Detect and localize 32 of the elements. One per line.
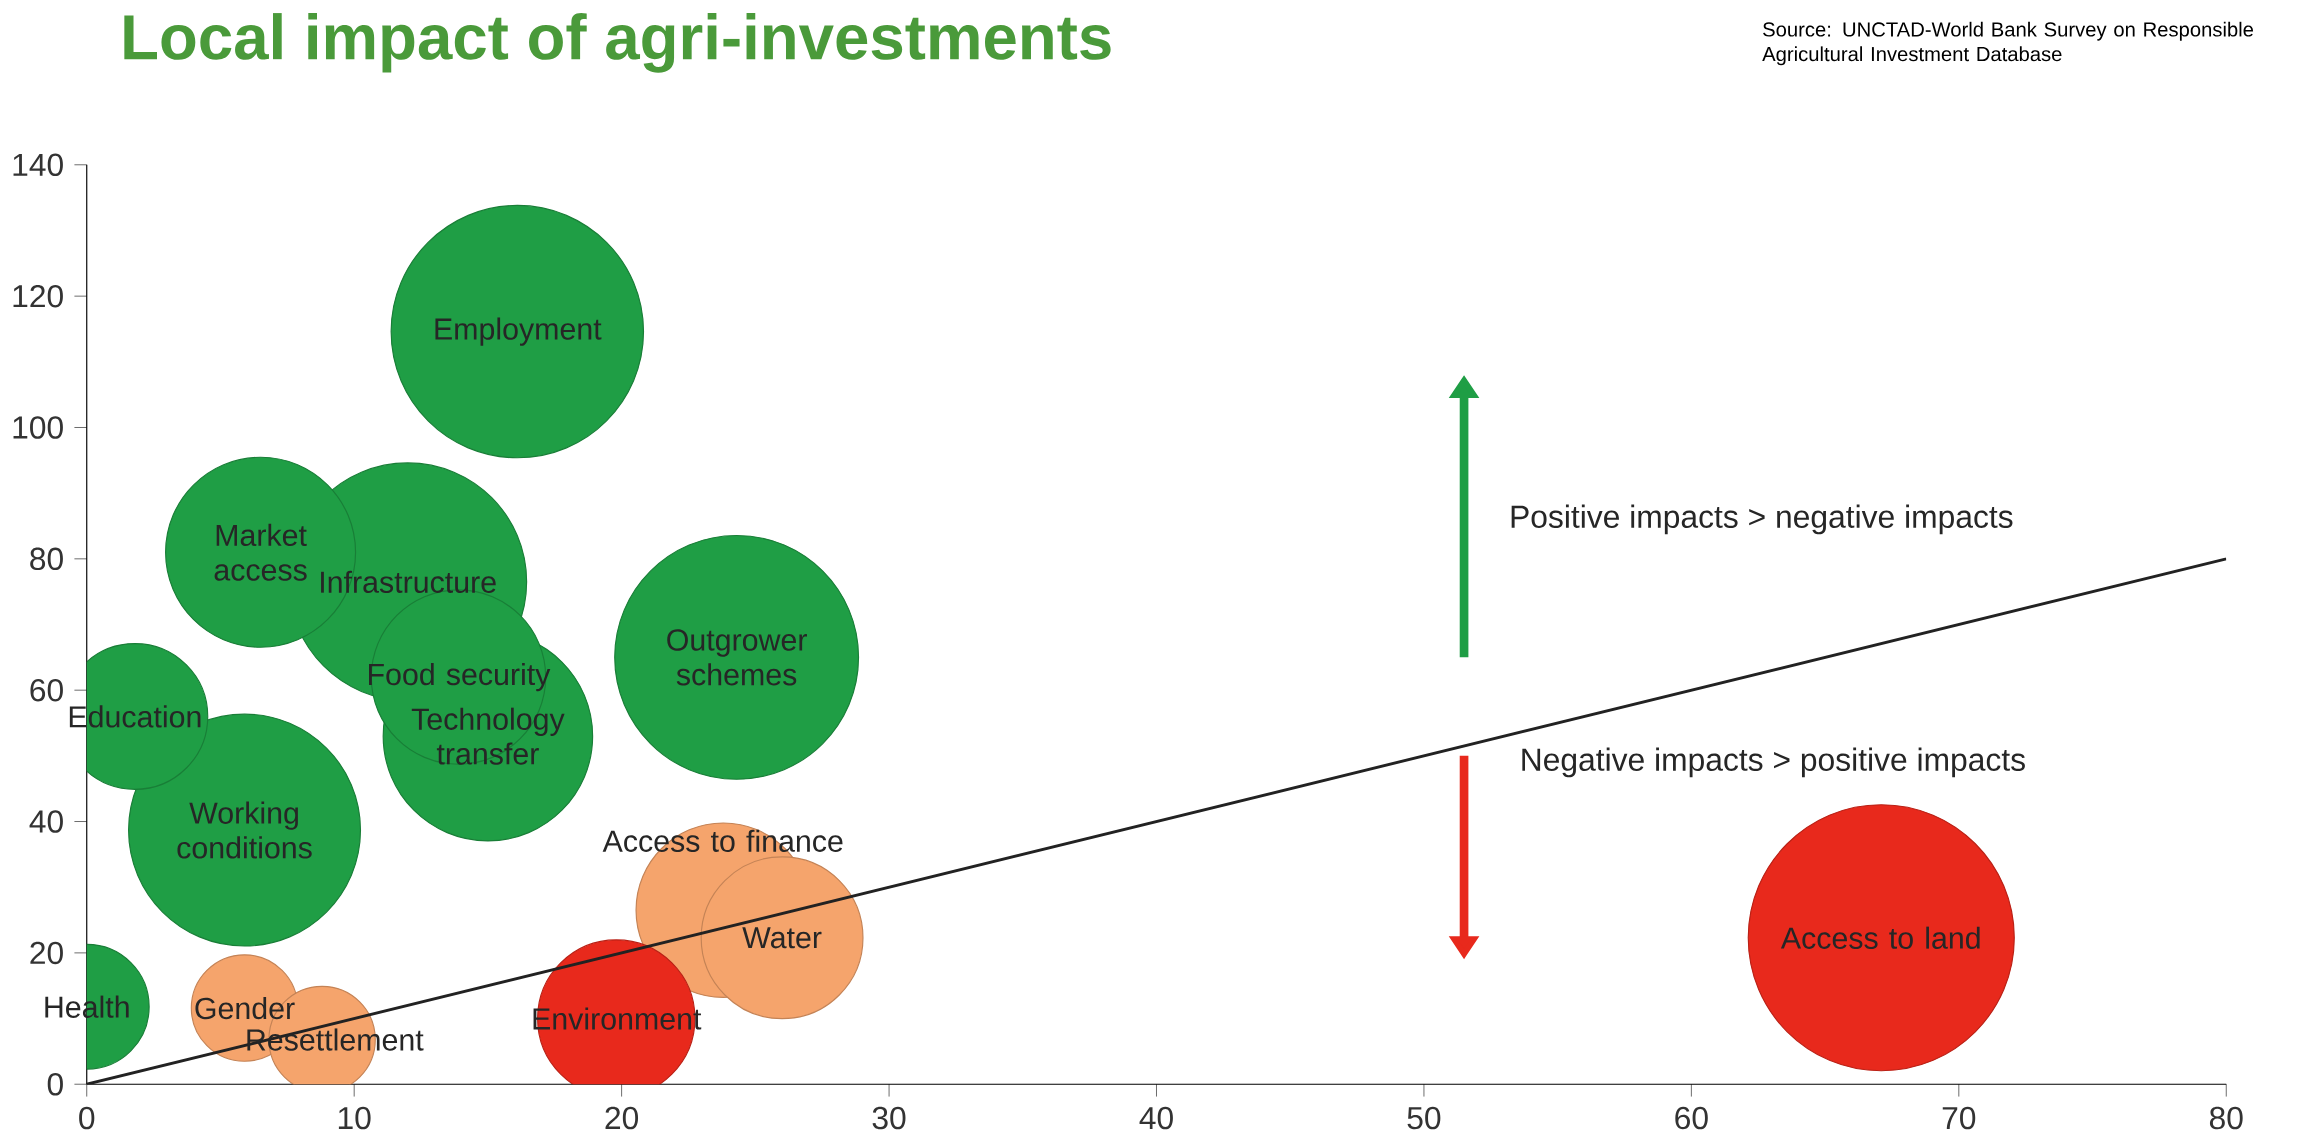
annotation: Negative impacts > positive impacts: [1522, 747, 2025, 778]
x-tick-label: 50: [1407, 1106, 1441, 1130]
annotation: Access to land: [1780, 926, 1980, 950]
annotation: Market access: [214, 523, 307, 581]
source-note: Source: UNCTAD-World Bank Survey on Responsible Agricultural Investment Database: [1762, 21, 2254, 66]
x-tick-label: 30: [872, 1106, 906, 1130]
annotation: Infrastructure: [321, 570, 496, 594]
annotation: Water: [742, 927, 822, 949]
x-tick-label: 80: [2209, 1106, 2243, 1130]
annotation: Outgrower schemes: [667, 629, 807, 686]
y-tick-label: 0: [47, 1073, 63, 1096]
x-tick-label: 20: [605, 1106, 639, 1130]
annotation: Employment: [435, 317, 602, 346]
y-tick-label: 80: [30, 547, 63, 571]
y-tick-label: 140: [13, 153, 63, 177]
annotation: Food security: [369, 662, 551, 692]
y-tick-label: 120: [13, 285, 63, 308]
x-tick-label: 70: [1942, 1106, 1976, 1130]
annotation: Gender: [195, 996, 295, 1020]
x-tick-label: 0: [79, 1106, 95, 1130]
chart-title: Local impact of agri-investments: [124, 13, 1111, 73]
annotation: Technology transfer: [411, 707, 565, 765]
annotation: Working conditions: [177, 801, 312, 859]
x-tick-label: 40: [1139, 1106, 1173, 1130]
x-tick-label: 60: [1675, 1106, 1708, 1130]
y-tick-label: 40: [29, 810, 63, 833]
y-tick-label: 60: [30, 679, 63, 702]
annotation: Positive impacts > negative impacts: [1511, 504, 2013, 535]
y-tick-label: 20: [30, 941, 63, 965]
x-tick-label: 10: [338, 1106, 371, 1130]
y-tick-label: 100: [13, 416, 63, 439]
annotation: Health: [45, 995, 129, 1018]
